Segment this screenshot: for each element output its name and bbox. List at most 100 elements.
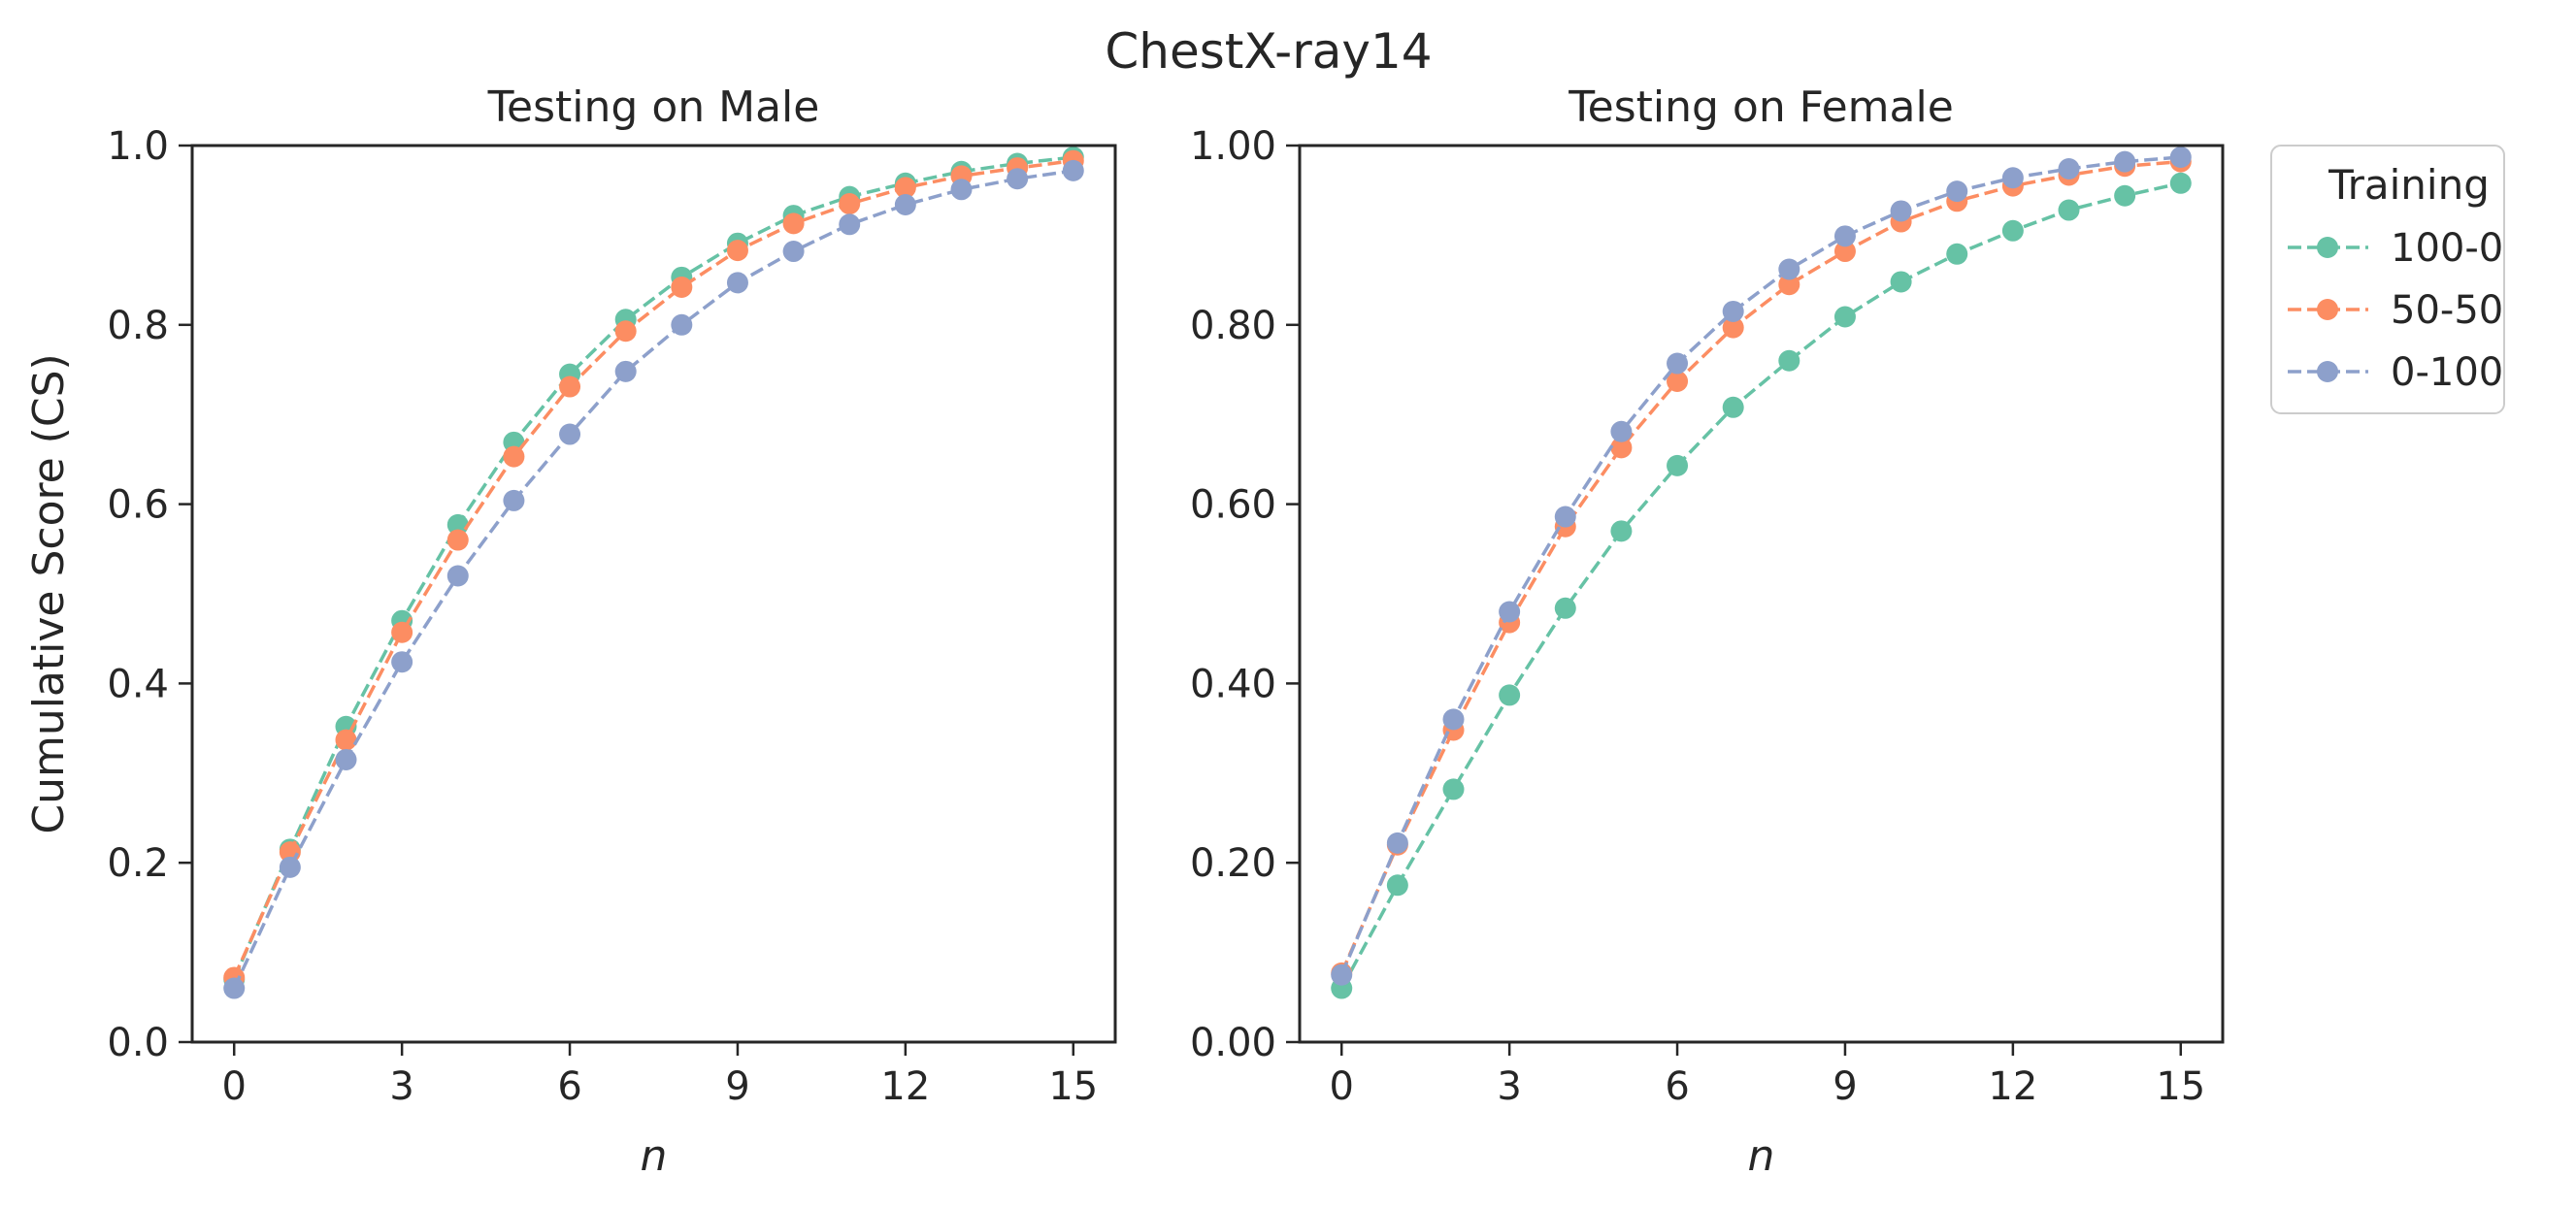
data-point — [839, 193, 861, 215]
y-tick-label: 0.60 — [1190, 483, 1276, 528]
data-point — [950, 179, 973, 201]
series-line — [1339, 155, 2181, 976]
legend-label: 0-100 — [2391, 350, 2503, 395]
x-tick-label: 12 — [880, 1064, 930, 1109]
legend-item-100-0: 100-0 — [2288, 226, 2503, 271]
data-point — [2114, 150, 2136, 173]
data-point — [1833, 225, 1856, 247]
y-tick-label: 0.4 — [107, 662, 169, 706]
data-point — [671, 276, 693, 298]
series-line — [232, 158, 1074, 979]
data-point — [1386, 832, 1408, 854]
y-tick-label: 1.0 — [107, 124, 169, 169]
panel-title: Testing on Female — [1568, 82, 1954, 132]
chart-panel-2: Testing on Female 0 3 6 9 12 15 0.00 0.20 0.40 0.6… — [1190, 82, 2225, 1181]
data-point — [446, 513, 469, 536]
data-point — [1778, 258, 1800, 280]
data-point — [726, 240, 748, 262]
data-point — [1946, 180, 1968, 203]
data-point — [391, 651, 413, 673]
series-0-100 — [1331, 147, 2192, 986]
data-point — [1667, 454, 1689, 476]
axes-frame — [1298, 144, 2225, 1044]
data-point — [839, 213, 861, 236]
series-line — [1339, 159, 2181, 974]
data-point — [559, 375, 581, 398]
legend-marker — [2317, 299, 2338, 320]
data-point — [279, 856, 301, 878]
data-point — [1667, 352, 1689, 375]
data-point — [726, 272, 748, 294]
data-point — [335, 729, 357, 751]
data-point — [614, 320, 637, 343]
data-point — [1722, 316, 1744, 339]
data-point — [2169, 172, 2192, 194]
x-axis-label: n — [1748, 1131, 1775, 1181]
series-0-100 — [223, 159, 1084, 999]
y-tick-label: 0.2 — [107, 841, 169, 886]
x-tick-label: 6 — [557, 1064, 581, 1109]
data-point — [1442, 778, 1465, 800]
panel-title: Testing on Male — [487, 82, 820, 132]
legend-label: 50-50 — [2391, 288, 2503, 333]
x-tick-label: 0 — [222, 1064, 247, 1109]
data-point — [503, 489, 525, 511]
series-100-0 — [223, 147, 1084, 991]
data-point — [1833, 241, 1856, 263]
series-line — [232, 155, 1073, 980]
data-point — [1554, 597, 1576, 619]
series-line — [1339, 181, 2182, 990]
series-50-50 — [1331, 150, 2192, 984]
y-tick-label: 0.20 — [1190, 841, 1276, 886]
data-point — [503, 445, 525, 468]
data-point — [2001, 167, 2024, 189]
data-point — [1778, 349, 1800, 372]
data-point — [559, 423, 581, 445]
series-line — [232, 169, 1074, 990]
data-point — [1722, 300, 1744, 322]
legend-label: 100-0 — [2391, 226, 2503, 271]
data-point — [1722, 396, 1744, 418]
y-tick-label: 0.6 — [107, 483, 169, 528]
data-point — [446, 565, 469, 587]
data-point — [391, 621, 413, 643]
data-point — [2058, 199, 2080, 221]
x-tick-label: 3 — [389, 1064, 413, 1109]
data-point — [1833, 306, 1856, 328]
data-point — [1331, 963, 1353, 986]
data-point — [223, 977, 246, 999]
legend-frame — [2270, 145, 2505, 414]
data-point — [1946, 243, 1968, 265]
data-point — [1442, 708, 1465, 731]
data-point — [1007, 168, 1029, 190]
data-point — [894, 193, 916, 215]
data-point — [894, 177, 916, 199]
data-point — [1610, 520, 1633, 542]
series-50-50 — [223, 149, 1084, 989]
data-point — [1890, 271, 1912, 293]
data-point — [1667, 371, 1689, 393]
x-tick-label: 9 — [725, 1064, 749, 1109]
data-point — [2001, 219, 2024, 242]
legend-marker — [2317, 237, 2338, 258]
figure-title: ChestX-ray14 — [1105, 23, 1432, 80]
data-point — [671, 313, 693, 336]
data-point — [1778, 274, 1800, 296]
data-point — [1610, 437, 1633, 459]
data-point — [1499, 684, 1521, 706]
y-tick-label: 0.80 — [1190, 304, 1276, 348]
y-tick-label: 0.0 — [107, 1021, 169, 1065]
data-point — [2114, 184, 2136, 207]
chart-panel-1: Testing on Male 0 3 6 9 12 15 0.0 0.2 0.4 0.6 0.8 1.… — [24, 82, 1117, 1181]
legend-title: Training — [2328, 161, 2490, 209]
axes-frame — [190, 144, 1117, 1044]
data-point — [446, 529, 469, 551]
data-point — [1499, 601, 1521, 623]
x-tick-label: 15 — [2156, 1064, 2205, 1109]
y-tick-label: 0.40 — [1190, 662, 1276, 706]
legend-item-50-50: 50-50 — [2288, 288, 2503, 333]
y-tick-label: 1.00 — [1190, 124, 1276, 169]
data-point — [2058, 158, 2080, 180]
x-tick-label: 3 — [1497, 1064, 1521, 1109]
